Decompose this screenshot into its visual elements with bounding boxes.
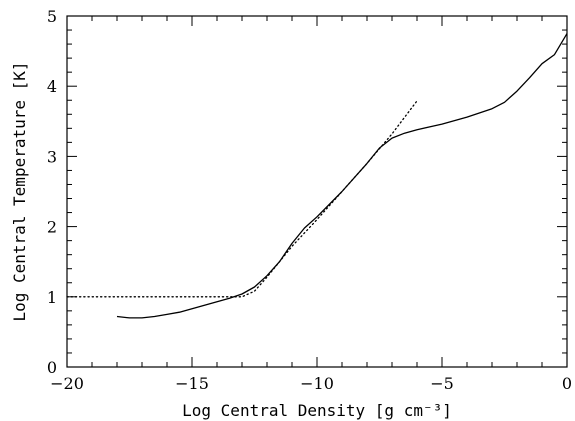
x-tick-label: −5: [430, 374, 454, 393]
x-tick-label: −20: [50, 374, 84, 393]
y-tick-label: 3: [47, 147, 57, 166]
y-tick-label: 1: [47, 288, 57, 307]
y-tick-label: 2: [47, 218, 57, 237]
y-axis-title: Log Central Temperature [K]: [10, 61, 29, 321]
x-tick-label: 0: [562, 374, 572, 393]
plot-frame: [66, 15, 568, 368]
series-line-dotted: [66, 100, 418, 298]
x-tick-label: −15: [175, 374, 209, 393]
ticks-layer: [66, 15, 568, 368]
y-tick-label: 0: [47, 358, 57, 377]
series-line-solid: [116, 33, 568, 319]
x-axis-title: Log Central Density [g cm⁻³]: [182, 401, 452, 420]
y-tick-label: 4: [47, 77, 57, 96]
y-tick-label: 5: [47, 7, 57, 26]
x-tick-label: −10: [300, 374, 334, 393]
series-layer: [66, 33, 568, 319]
labels-layer: −20 −15 −10 −5 0 0 1 2 3 4 5: [47, 7, 572, 393]
